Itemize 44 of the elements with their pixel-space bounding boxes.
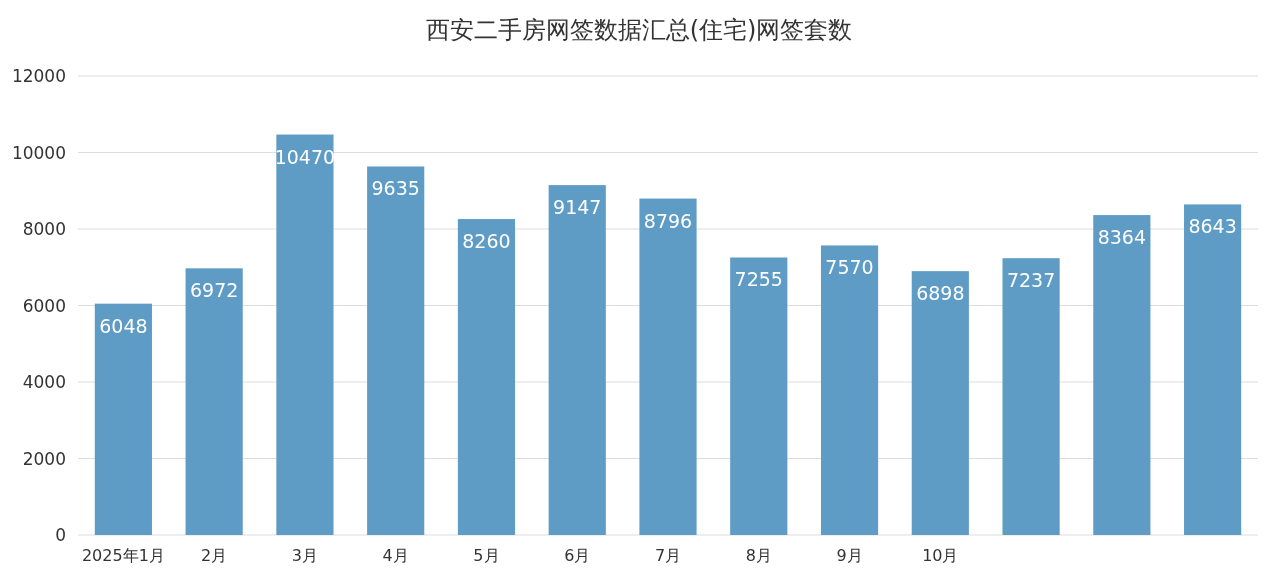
bar (185, 268, 243, 535)
bar (94, 303, 152, 535)
y-tick-label: 6000 (22, 295, 66, 316)
bar (639, 198, 697, 535)
bar (548, 185, 606, 535)
x-tick-label: 10月 (922, 546, 959, 565)
bar (911, 271, 969, 535)
data-label: 10470 (274, 145, 336, 168)
bar (1184, 204, 1242, 535)
y-tick-label: 12000 (11, 66, 66, 86)
x-tick-label: 4月 (382, 546, 409, 565)
y-tick-label: 8000 (22, 219, 66, 239)
x-tick-label: 7月 (654, 546, 682, 565)
data-label: 6898 (916, 282, 965, 305)
y-tick-label: 0 (55, 525, 66, 545)
data-label: 8796 (643, 209, 693, 232)
bar (1002, 258, 1060, 535)
bar (367, 166, 425, 535)
chart-title: 西安二手房网签数据汇总(住宅)网签套数 (425, 16, 853, 44)
data-label: 8364 (1097, 226, 1147, 249)
bar (730, 257, 788, 535)
data-label: 9635 (371, 177, 420, 200)
x-tick-label: 3月 (291, 546, 319, 565)
y-tick-label: 2000 (22, 448, 66, 469)
data-label: 8643 (1188, 215, 1237, 238)
x-tick-label: 9月 (836, 546, 863, 565)
data-label: 8260 (462, 230, 511, 253)
data-label: 6048 (99, 314, 148, 337)
data-label: 9147 (553, 196, 602, 219)
bar (820, 245, 879, 535)
x-tick-label: 8月 (745, 546, 772, 565)
bar (457, 219, 516, 535)
bar (1093, 215, 1151, 535)
data-label: 7570 (825, 256, 874, 279)
x-tick-label: 6月 (564, 546, 591, 565)
x-tick-label: 2025年1月 (81, 546, 165, 565)
x-tick-label: 5月 (473, 546, 500, 565)
bar (276, 134, 334, 535)
y-tick-label: 4000 (22, 372, 66, 392)
x-tick-label: 2月 (201, 546, 228, 565)
y-tick-label: 10000 (11, 142, 66, 163)
data-label: 6972 (189, 279, 239, 302)
data-label: 7237 (1006, 269, 1056, 292)
data-label: 7255 (734, 268, 783, 291)
